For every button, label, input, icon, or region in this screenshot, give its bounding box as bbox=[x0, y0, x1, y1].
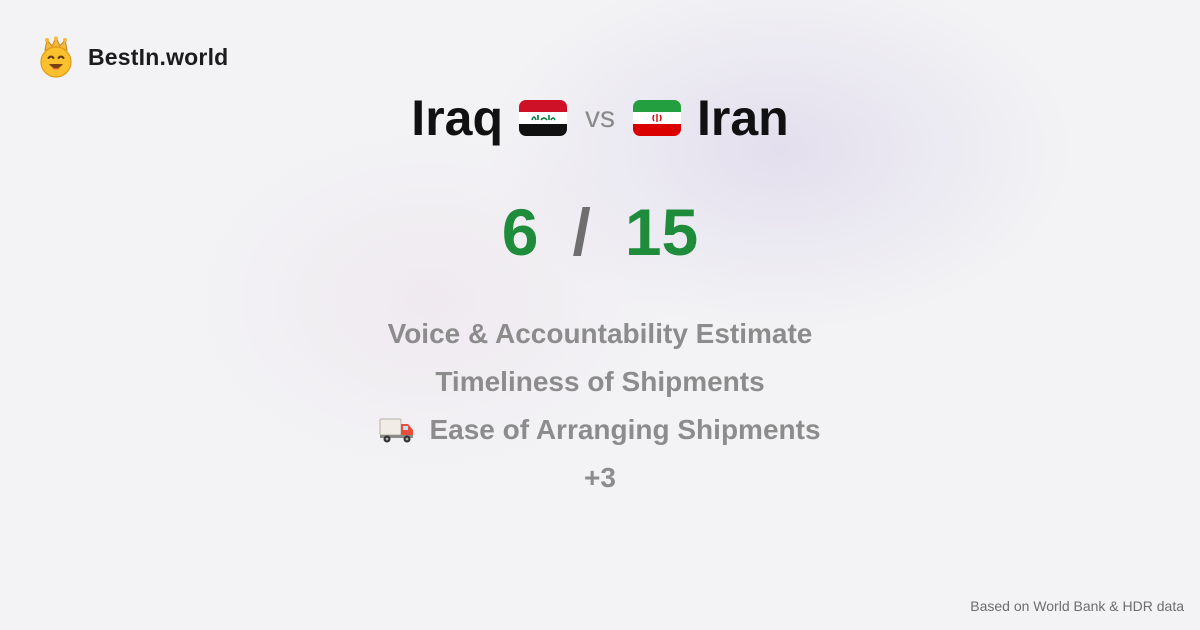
left-country-name[interactable]: Iraq bbox=[411, 90, 503, 146]
metric-label: Voice & Accountability Estimate bbox=[387, 318, 813, 349]
brand-link[interactable]: BestIn.world bbox=[38, 36, 228, 78]
brand-name: BestIn.world bbox=[88, 43, 229, 70]
comparison-title: Iraq vs Iran bbox=[0, 86, 1200, 150]
data-source-note: Based on World Bank & HDR data bbox=[970, 598, 1184, 614]
left-score: 6 bbox=[501, 195, 539, 269]
score-separator: / bbox=[572, 195, 591, 269]
metric-item: Timeliness of Shipments bbox=[435, 358, 764, 406]
metric-item: Ease of Arranging Shipments bbox=[379, 406, 821, 454]
delivery-truck-icon bbox=[379, 418, 414, 443]
right-country-name[interactable]: Iran bbox=[697, 90, 789, 146]
vs-label: vs bbox=[585, 101, 615, 134]
iraq-flag-icon bbox=[519, 100, 567, 136]
metric-more-count: +3 bbox=[584, 454, 616, 502]
iran-flag-icon bbox=[633, 100, 681, 136]
score-display: 6 / 15 bbox=[0, 192, 1200, 272]
metric-label: +3 bbox=[584, 462, 616, 493]
metric-label: Timeliness of Shipments bbox=[435, 366, 765, 397]
metric-item: Voice & Accountability Estimate bbox=[388, 310, 813, 358]
metrics-list: Voice & Accountability Estimate Timeline… bbox=[0, 310, 1200, 502]
right-score: 15 bbox=[624, 195, 699, 269]
crown-smiley-icon bbox=[40, 36, 72, 78]
metric-label: Ease of Arranging Shipments bbox=[429, 414, 821, 445]
